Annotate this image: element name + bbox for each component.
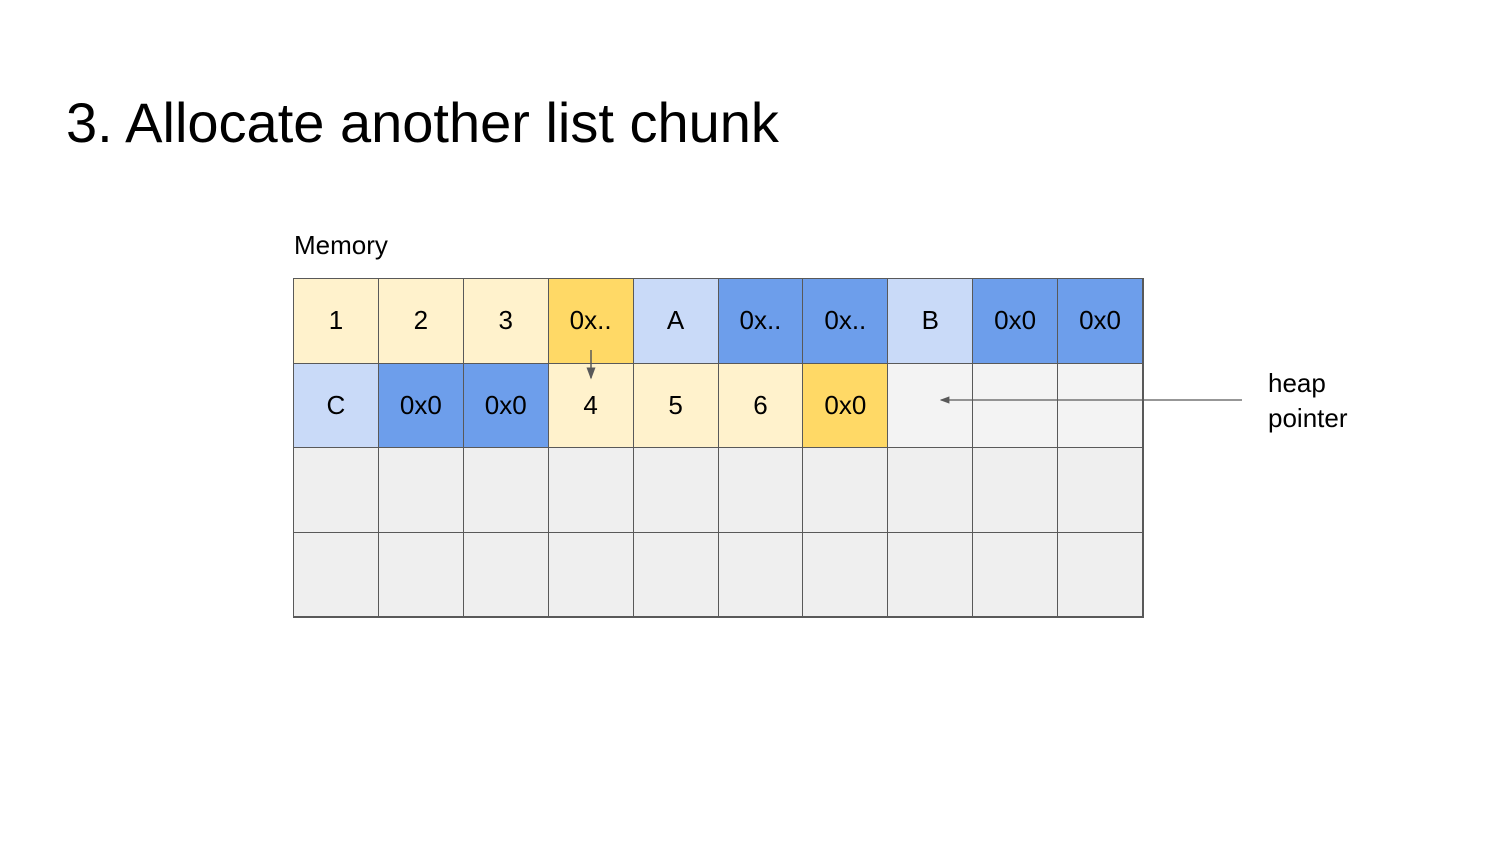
memory-cell: B [887, 278, 974, 364]
memory-cell: 0x.. [802, 278, 889, 364]
memory-cell [632, 531, 719, 617]
memory-cell [547, 531, 634, 617]
memory-cell: 4 [547, 362, 634, 448]
heap-pointer-label: heap pointer [1268, 366, 1348, 436]
memory-cell [802, 447, 889, 533]
memory-cell [1057, 531, 1143, 617]
memory-cell: 0x0 [462, 362, 549, 448]
memory-cell [717, 531, 804, 617]
memory-cell: 0x0 [377, 362, 464, 448]
heap-pointer-label-line1: heap [1268, 368, 1326, 398]
memory-cell: 0x0 [802, 362, 889, 448]
memory-cell [462, 531, 549, 617]
memory-cell [377, 531, 464, 617]
memory-cell: 5 [632, 362, 719, 448]
memory-cell [887, 447, 974, 533]
memory-cell: 2 [377, 278, 464, 364]
memory-cell [972, 362, 1059, 448]
memory-cell [972, 447, 1059, 533]
memory-cell: C [293, 362, 379, 448]
memory-cell [293, 531, 379, 617]
slide-title: 3. Allocate another list chunk [66, 91, 779, 154]
memory-cell: 0x0 [1057, 278, 1143, 364]
memory-cell: 0x0 [972, 278, 1059, 364]
heap-pointer-label-line2: pointer [1268, 403, 1348, 433]
memory-cell [1057, 362, 1143, 448]
memory-cell: 0x.. [547, 278, 634, 364]
memory-cell [717, 447, 804, 533]
memory-cell [887, 531, 974, 617]
memory-cell [462, 447, 549, 533]
memory-cell [547, 447, 634, 533]
memory-cell [377, 447, 464, 533]
memory-cell [887, 362, 974, 448]
memory-cell: 1 [293, 278, 379, 364]
memory-cell: A [632, 278, 719, 364]
memory-label: Memory [294, 230, 388, 260]
memory-cell: 6 [717, 362, 804, 448]
memory-grid: 1 2 3 0x.. A 0x.. 0x.. B 0x0 0x0 C 0x0 0x0 4 5 6 0x0 [293, 278, 1144, 618]
memory-cell [1057, 447, 1143, 533]
memory-cell [293, 447, 379, 533]
memory-cell [632, 447, 719, 533]
memory-cell: 0x.. [717, 278, 804, 364]
memory-cell [802, 531, 889, 617]
memory-cell [972, 531, 1059, 617]
memory-cell: 3 [462, 278, 549, 364]
